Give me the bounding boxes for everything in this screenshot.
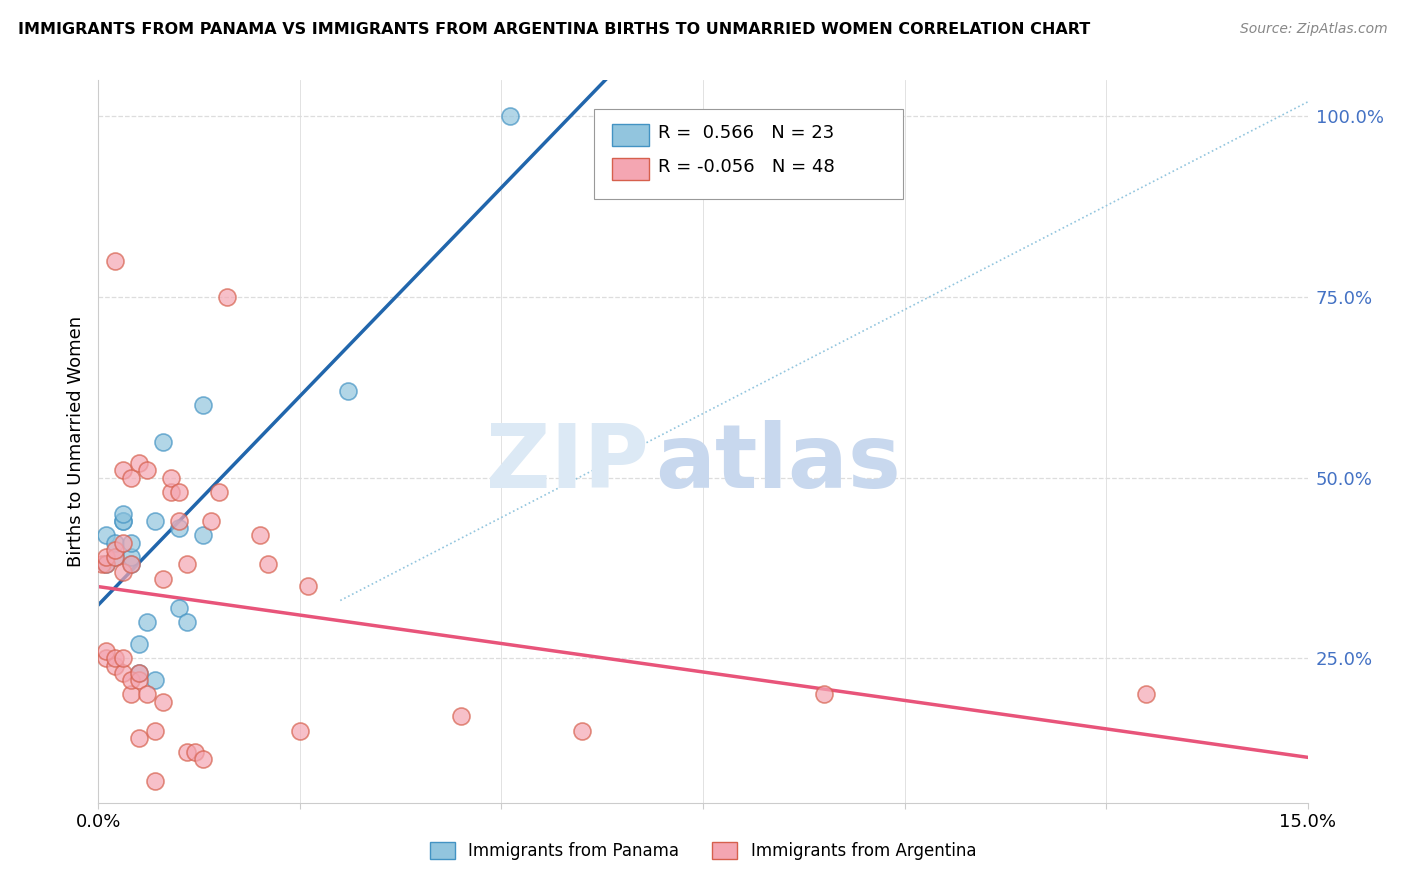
Point xyxy=(96,550,118,565)
Point xyxy=(120,558,142,572)
Point xyxy=(167,514,190,528)
Point xyxy=(135,615,157,630)
Point xyxy=(152,572,174,586)
Point xyxy=(111,507,134,521)
Point xyxy=(96,558,118,572)
Point xyxy=(128,456,150,470)
Point xyxy=(160,485,183,500)
Point xyxy=(167,485,190,500)
Point xyxy=(111,565,134,579)
Text: R =  0.566   N = 23: R = 0.566 N = 23 xyxy=(658,124,835,142)
Point xyxy=(813,687,835,701)
Point xyxy=(111,651,134,665)
Point xyxy=(498,109,520,123)
Point xyxy=(120,550,142,565)
Point xyxy=(128,731,150,745)
Point xyxy=(152,695,174,709)
Point xyxy=(96,558,118,572)
Point xyxy=(103,658,125,673)
Point xyxy=(128,637,150,651)
Point xyxy=(96,644,118,658)
Point xyxy=(249,528,271,542)
Point xyxy=(450,709,472,723)
Point xyxy=(120,535,142,549)
Point xyxy=(128,673,150,687)
Point xyxy=(167,600,190,615)
Point xyxy=(135,463,157,477)
Point xyxy=(96,651,118,665)
Point xyxy=(297,579,319,593)
Point xyxy=(200,514,222,528)
Point xyxy=(111,665,134,680)
Point xyxy=(103,550,125,565)
Text: IMMIGRANTS FROM PANAMA VS IMMIGRANTS FROM ARGENTINA BIRTHS TO UNMARRIED WOMEN CO: IMMIGRANTS FROM PANAMA VS IMMIGRANTS FRO… xyxy=(18,22,1091,37)
Point xyxy=(135,687,157,701)
Point xyxy=(167,521,190,535)
Point xyxy=(143,774,166,789)
Point xyxy=(184,745,207,759)
Point xyxy=(120,471,142,485)
FancyBboxPatch shape xyxy=(613,158,648,180)
Point xyxy=(120,687,142,701)
Point xyxy=(288,723,311,738)
Point xyxy=(217,290,239,304)
Point xyxy=(152,434,174,449)
Point xyxy=(111,514,134,528)
Point xyxy=(337,384,360,398)
Point xyxy=(176,745,198,759)
Point xyxy=(103,550,125,565)
Point xyxy=(120,673,142,687)
Point xyxy=(120,558,142,572)
Point xyxy=(111,463,134,477)
Point xyxy=(143,514,166,528)
Point xyxy=(128,665,150,680)
Point xyxy=(91,558,114,572)
Text: atlas: atlas xyxy=(655,420,900,507)
Text: R = -0.056   N = 48: R = -0.056 N = 48 xyxy=(658,158,835,176)
Text: ZIP: ZIP xyxy=(486,420,648,507)
Point xyxy=(96,528,118,542)
Point xyxy=(128,665,150,680)
Legend: Immigrants from Panama, Immigrants from Argentina: Immigrants from Panama, Immigrants from … xyxy=(423,835,983,867)
Point xyxy=(143,723,166,738)
Point xyxy=(176,615,198,630)
Point xyxy=(103,253,125,268)
Point xyxy=(1135,687,1157,701)
Point xyxy=(103,535,125,549)
Point xyxy=(208,485,231,500)
Point xyxy=(193,752,215,766)
Point xyxy=(193,398,215,412)
Point xyxy=(256,558,278,572)
Point xyxy=(571,723,593,738)
Point xyxy=(143,673,166,687)
Point xyxy=(103,651,125,665)
Point xyxy=(111,514,134,528)
Text: Source: ZipAtlas.com: Source: ZipAtlas.com xyxy=(1240,22,1388,37)
Point xyxy=(103,542,125,557)
FancyBboxPatch shape xyxy=(595,109,903,200)
Point xyxy=(193,528,215,542)
Point xyxy=(160,471,183,485)
Y-axis label: Births to Unmarried Women: Births to Unmarried Women xyxy=(66,316,84,567)
FancyBboxPatch shape xyxy=(613,124,648,146)
Point xyxy=(176,558,198,572)
Point xyxy=(111,535,134,549)
